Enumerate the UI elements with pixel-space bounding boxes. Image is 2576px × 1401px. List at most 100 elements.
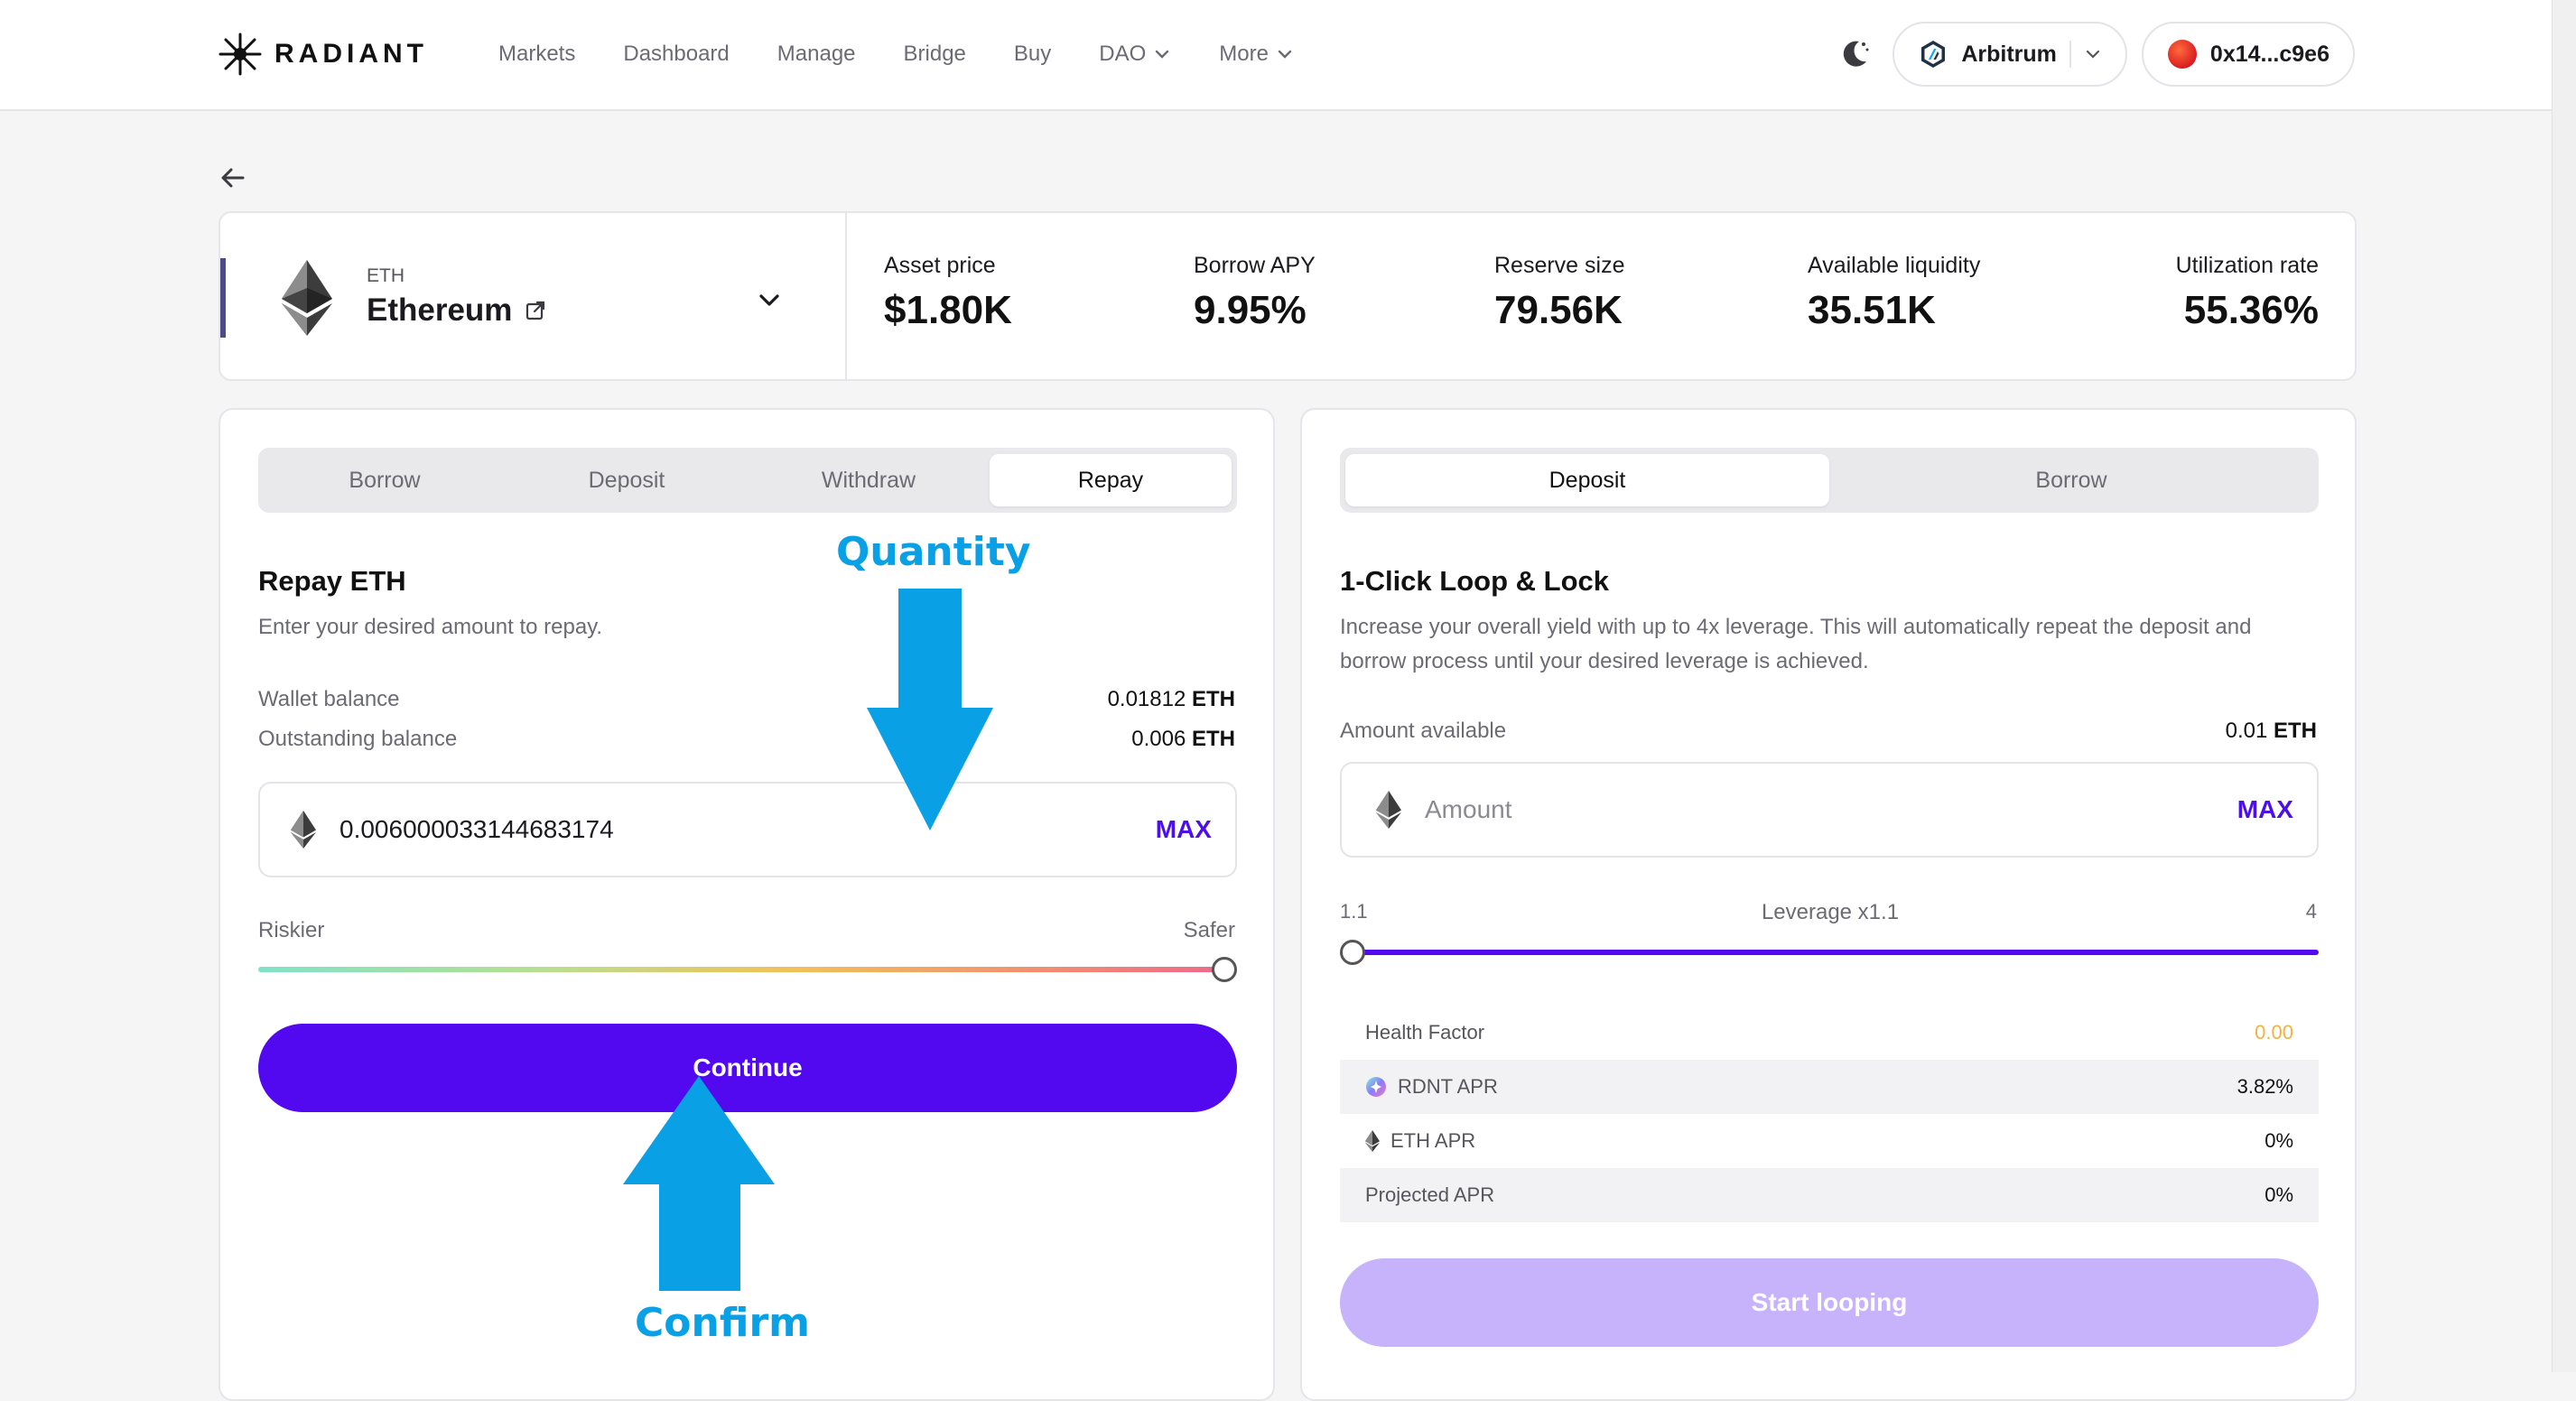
row-label: Health Factor — [1365, 1021, 1485, 1044]
row-label: ETH APR — [1390, 1129, 1476, 1152]
brand-logo[interactable]: RADIANT — [219, 32, 428, 77]
stat-label: Reserve size — [1494, 253, 1625, 278]
panel-title: Repay ETH — [258, 565, 406, 597]
leverage-slider-handle[interactable] — [1340, 940, 1365, 965]
tab-deposit[interactable]: Deposit — [1345, 454, 1829, 506]
loop-amount-input-box: MAX — [1340, 762, 2319, 858]
outstanding-balance-value: 0.006 ETH — [1131, 727, 1235, 752]
loop-tabs: Deposit Borrow — [1340, 448, 2319, 513]
chevron-down-icon — [2086, 50, 2100, 59]
back-button[interactable] — [213, 158, 253, 198]
repay-amount-input[interactable] — [338, 814, 1134, 845]
stat-reserve-size: Reserve size 79.56K — [1494, 253, 1625, 333]
tab-withdraw[interactable]: Withdraw — [821, 467, 916, 493]
unit: ETH — [1192, 687, 1235, 711]
asset-symbol: ETH — [367, 265, 405, 286]
table-row-rdnt-apr: RDNT APR 3.82% — [1340, 1060, 2319, 1114]
nav-item-buy[interactable]: Buy — [1014, 42, 1051, 67]
nav-item-bridge[interactable]: Bridge — [904, 42, 966, 67]
loop-lock-panel: Deposit Borrow 1-Click Loop & Lock Incre… — [1300, 408, 2357, 1401]
risk-slider-handle[interactable] — [1212, 957, 1237, 982]
table-row-projected-apr: Projected APR 0% — [1340, 1168, 2319, 1222]
divider — [2069, 41, 2071, 68]
annotation-confirm-label: Confirm — [635, 1300, 811, 1346]
nav-item-dashboard[interactable]: Dashboard — [623, 42, 729, 67]
header-actions: Arbitrum 0x14...c9e6 — [1833, 20, 2355, 88]
riskier-label: Riskier — [258, 918, 325, 942]
tab-borrow[interactable]: Borrow — [2035, 467, 2107, 493]
ethereum-icon — [282, 260, 332, 336]
start-looping-button[interactable]: Start looping — [1340, 1258, 2319, 1347]
nav-item-markets[interactable]: Markets — [498, 42, 575, 67]
nav-item-more[interactable]: More — [1219, 42, 1294, 67]
panel-subtitle: Enter your desired amount to repay. — [258, 615, 603, 639]
theme-toggle-moon-icon[interactable] — [1833, 33, 1874, 75]
radiant-star-icon — [219, 32, 262, 76]
row-label: RDNT APR — [1398, 1075, 1498, 1098]
row-label-group: RDNT APR — [1365, 1075, 1498, 1099]
wallet-button[interactable]: 0x14...c9e6 — [2141, 22, 2355, 87]
stat-label: Asset price — [884, 253, 996, 278]
unit: ETH — [1192, 727, 1235, 751]
stat-label: Available liquidity — [1808, 253, 1981, 278]
apr-summary-table: Health Factor 0.00 RDNT APR 3.82% — [1340, 1006, 2319, 1222]
chevron-down-icon[interactable] — [753, 283, 786, 316]
action-tabs: Borrow Deposit Withdraw Repay — [258, 448, 1237, 513]
nav-item-label: Buy — [1013, 42, 1052, 66]
stat-label: Borrow APY — [1194, 253, 1316, 278]
network-selector[interactable]: Arbitrum — [1892, 22, 2127, 87]
row-value: 0% — [2264, 1183, 2293, 1206]
wallet-balance-value: 0.01812 ETH — [1108, 687, 1235, 712]
chevron-down-icon — [1278, 50, 1292, 59]
stat-available-liquidity: Available liquidity 35.51K — [1808, 253, 1980, 333]
scrollbar[interactable] — [2552, 0, 2576, 1372]
stat-value: 55.36% — [2183, 288, 2319, 332]
max-button[interactable]: MAX — [2237, 795, 2293, 823]
amount-available-amount: 0.01 — [2225, 719, 2268, 743]
stat-utilization-rate: Utilization rate 55.36% — [2176, 253, 2319, 333]
leverage-max: 4 — [2305, 900, 2317, 923]
unit: ETH — [2274, 719, 2317, 743]
leverage-label: Leverage x1.1 — [1761, 900, 1900, 924]
panel-description: Increase your overall yield with up to 4… — [1340, 615, 2252, 673]
stat-asset-price: Asset price $1.80K — [884, 253, 1012, 333]
table-row-health-factor: Health Factor 0.00 — [1340, 1006, 2319, 1060]
leverage-slider-track[interactable] — [1353, 950, 2319, 955]
tab-repay[interactable]: Repay — [990, 454, 1232, 506]
annotation-quantity-label: Quantity — [836, 529, 1031, 575]
brand-name: RADIANT — [274, 39, 428, 69]
stat-value: 79.56K — [1494, 288, 1623, 332]
nav-item-label: DAO — [1099, 42, 1147, 66]
annotation-arrow-up-icon — [623, 1076, 775, 1291]
asset-name: Ethereum — [367, 292, 546, 329]
tab-deposit[interactable]: Deposit — [588, 467, 665, 493]
max-button[interactable]: MAX — [1155, 815, 1212, 843]
wallet-balance-label: Wallet balance — [258, 687, 400, 711]
asset-selector[interactable]: ETH Ethereum — [220, 213, 847, 379]
nav-item-dao[interactable]: DAO — [1099, 42, 1171, 67]
stat-value: 9.95% — [1194, 288, 1307, 332]
loop-amount-input[interactable] — [1423, 794, 2216, 825]
safer-label: Safer — [1183, 918, 1235, 942]
continue-button[interactable]: Continue — [258, 1024, 1237, 1112]
tab-borrow[interactable]: Borrow — [349, 467, 421, 493]
repay-panel: Borrow Deposit Withdraw Repay Repay ETH … — [219, 408, 1275, 1401]
ethereum-icon — [291, 811, 316, 849]
stat-value: $1.80K — [884, 288, 1012, 332]
top-navigation-bar: RADIANT Markets Dashboard Manage Bridge Buy D… — [0, 0, 2576, 111]
nav-item-label: Markets — [498, 42, 576, 66]
amount-available-label: Amount available — [1340, 719, 1507, 743]
outstanding-balance-amount: 0.006 — [1131, 727, 1186, 751]
external-link-icon[interactable] — [525, 300, 546, 321]
nav-item-label: More — [1219, 42, 1269, 66]
wallet-balance-amount: 0.01812 — [1107, 687, 1186, 711]
row-value: 0.00 — [2255, 1021, 2293, 1044]
nav-item-label: Dashboard — [623, 42, 730, 66]
chevron-down-icon — [1156, 50, 1169, 59]
accent-bar — [220, 258, 226, 338]
stat-value: 35.51K — [1808, 288, 1936, 332]
nav-item-manage[interactable]: Manage — [777, 42, 856, 67]
arrow-left-icon — [221, 168, 245, 188]
row-value: 0% — [2264, 1129, 2293, 1152]
rdnt-icon — [1366, 1077, 1386, 1097]
